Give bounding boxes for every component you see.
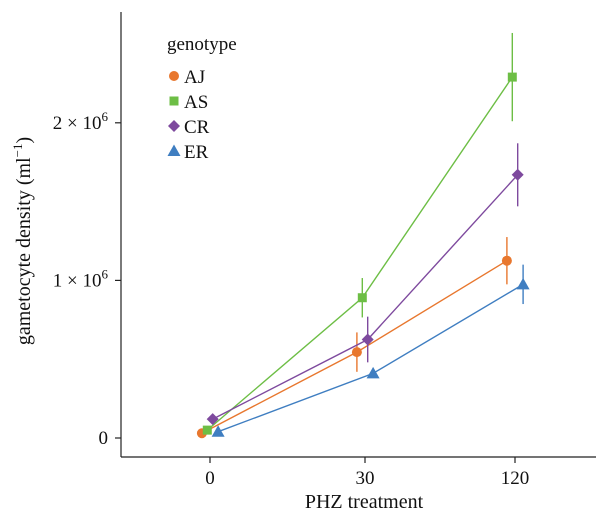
- y-axis-title-close: ): [13, 137, 35, 144]
- y-tick-label: 1 × 106: [53, 266, 109, 291]
- legend-marker: [168, 120, 180, 132]
- y-tick-label: 0: [99, 428, 109, 449]
- legend-marker: [169, 96, 179, 106]
- data-point: [351, 347, 362, 358]
- axes: [120, 12, 596, 458]
- y-axis-title-text: gametocyte density (ml: [13, 157, 35, 345]
- series-aj: [196, 237, 512, 439]
- x-tick-label: 0: [205, 468, 215, 489]
- legend-label: ER: [184, 142, 209, 163]
- series-line: [206, 76, 513, 431]
- x-axis-title: PHZ treatment: [305, 491, 424, 513]
- series-as: [202, 32, 517, 435]
- series-layer: [196, 32, 530, 439]
- legend-marker: [169, 71, 179, 81]
- x-tick-label: 30: [356, 468, 375, 489]
- y-tick-label-base: 2 × 10: [53, 113, 102, 134]
- legend-item-cr: CR: [168, 117, 210, 138]
- legend: genotype AJ AS CR ER: [167, 34, 237, 163]
- series-line: [217, 283, 524, 433]
- y-tick-label: 2 × 106: [53, 109, 109, 134]
- y-tick-label-sup: 6: [102, 266, 109, 281]
- data-point: [202, 425, 212, 435]
- y-axis-title: gametocyte density (ml−1): [10, 137, 35, 345]
- legend-item-aj: AJ: [169, 67, 205, 88]
- y-tick-label-base: 0: [99, 428, 109, 449]
- data-point: [357, 293, 367, 303]
- legend-item-er: ER: [167, 142, 209, 163]
- data-point: [516, 277, 530, 290]
- x-tick-label: 120: [501, 468, 530, 489]
- legend-title: genotype: [167, 34, 237, 55]
- y-tick-label-sup: 6: [102, 109, 109, 124]
- legend-label: AS: [184, 92, 208, 113]
- data-point: [206, 413, 219, 426]
- legend-item-as: AS: [169, 92, 208, 113]
- legend-marker: [167, 144, 181, 156]
- legend-label: AJ: [184, 67, 205, 88]
- data-point: [511, 168, 524, 181]
- series-er: [211, 264, 530, 437]
- data-point: [211, 425, 225, 437]
- data-point: [366, 366, 380, 379]
- y-axis-title-sup: −1: [10, 144, 25, 158]
- y-tick-label-base: 1 × 10: [53, 270, 102, 291]
- legend-label: CR: [184, 117, 210, 138]
- series-cr: [206, 143, 524, 426]
- data-point: [361, 333, 374, 346]
- data-point: [501, 255, 512, 266]
- data-point: [507, 72, 517, 82]
- x-ticks: 0 30 120: [205, 457, 529, 489]
